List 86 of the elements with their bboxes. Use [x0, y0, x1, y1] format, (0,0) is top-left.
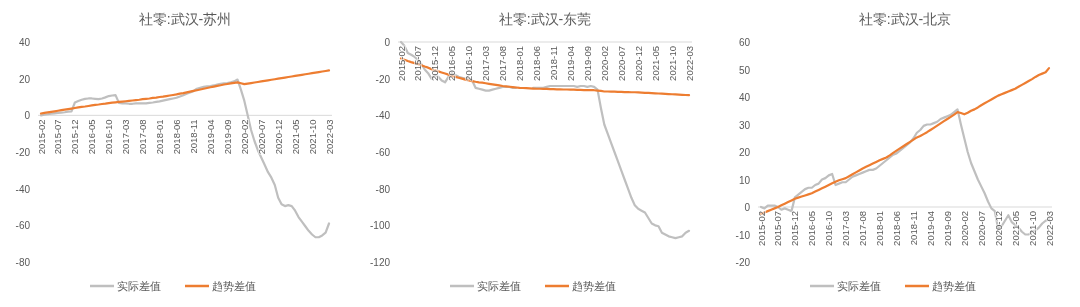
x-tick-label: 2018-11 — [907, 211, 919, 246]
y-tick-label: -10 — [735, 229, 751, 241]
y-tick-label: 60 — [738, 37, 751, 48]
x-tick-label: 2019-09 — [581, 46, 593, 81]
y-tick-label: -20 — [15, 147, 31, 158]
x-tick-label: 2020-07 — [975, 211, 987, 246]
y-tick-label: 50 — [738, 64, 751, 76]
chart-title: 社零:武汉-北京 — [858, 11, 952, 27]
legend-label: 趋势差值 — [932, 280, 976, 292]
legend-label: 趋势差值 — [212, 280, 256, 292]
x-tick-label: 2019-04 — [204, 119, 216, 155]
x-tick-label: 2020-12 — [992, 211, 1004, 246]
x-tick-label: 2015-12 — [429, 46, 441, 81]
legend-label: 实际差值 — [117, 280, 161, 292]
x-tick-label: 2021-10 — [1026, 211, 1038, 246]
y-tick-label: 30 — [738, 119, 751, 131]
y-tick-label: -60 — [15, 220, 31, 232]
y-tick-label: 40 — [18, 37, 31, 48]
y-tick-label: 0 — [24, 110, 31, 122]
x-tick-label: 2016-10 — [823, 211, 835, 246]
y-tick-label: 20 — [738, 147, 751, 158]
x-tick-label: 2020-02 — [958, 211, 970, 246]
y-tick-label: -40 — [375, 110, 391, 122]
x-tick-label: 2018-11 — [187, 119, 199, 154]
chart-title: 社零:武汉-东莞 — [498, 11, 592, 27]
x-tick-label: 2015-02 — [395, 46, 407, 81]
y-tick-label: 0 — [384, 37, 391, 48]
x-tick-label: 2016-05 — [806, 211, 818, 246]
y-tick-label: -40 — [15, 183, 31, 195]
x-tick-label: 2015-12 — [789, 211, 801, 246]
x-tick-label: 2021-10 — [666, 46, 678, 81]
y-tick-label: 40 — [738, 92, 751, 103]
x-tick-label: 2017-08 — [857, 211, 869, 246]
x-tick-label: 2018-11 — [547, 46, 559, 81]
x-tick-label: 2018-01 — [514, 46, 526, 81]
legend-label: 实际差值 — [477, 280, 521, 292]
x-tick-label: 2020-07 — [255, 119, 267, 155]
x-tick-label: 2019-04 — [564, 46, 576, 81]
y-tick-label: -20 — [735, 257, 751, 268]
x-tick-label: 2020-12 — [632, 46, 644, 81]
x-tick-label: 2016-10 — [103, 119, 115, 155]
x-tick-label: 2015-07 — [772, 211, 784, 246]
x-tick-label: 2018-01 — [874, 211, 886, 246]
x-tick-label: 2019-09 — [941, 211, 953, 246]
x-tick-label: 2017-03 — [120, 119, 132, 155]
x-tick-label: 2018-01 — [154, 119, 166, 155]
x-tick-label: 2022-03 — [683, 46, 695, 81]
y-tick-label: -120 — [369, 257, 391, 268]
x-tick-label: 2020-02 — [238, 119, 250, 155]
x-tick-label: 2019-04 — [924, 211, 936, 246]
x-tick-label: 2018-06 — [171, 119, 183, 155]
y-tick-label: -80 — [15, 257, 31, 268]
x-tick-label: 2015-12 — [69, 119, 81, 155]
x-tick-label: 2021-10 — [306, 119, 318, 155]
x-tick-label: 2017-08 — [497, 46, 509, 81]
x-tick-label: 2021-05 — [1009, 211, 1021, 246]
x-tick-label: 2020-12 — [272, 119, 284, 155]
x-tick-label: 2021-05 — [649, 46, 661, 81]
x-tick-label: 2018-06 — [891, 211, 903, 246]
x-tick-label: 2015-02 — [755, 211, 767, 246]
x-tick-label: 2016-05 — [86, 119, 98, 155]
x-tick-label: 2021-05 — [289, 119, 301, 155]
legend-label: 趋势差值 — [572, 280, 616, 292]
x-tick-label: 2020-07 — [615, 46, 627, 81]
x-tick-label: 2018-06 — [531, 46, 543, 81]
chart-title: 社零:武汉-苏州 — [138, 11, 232, 27]
x-tick-label: 2017-03 — [480, 46, 492, 81]
y-tick-label: -80 — [375, 183, 391, 195]
legend-label: 实际差值 — [837, 280, 881, 292]
x-tick-label: 2019-09 — [221, 119, 233, 155]
y-tick-label: -60 — [375, 147, 391, 158]
x-tick-label: 2016-10 — [463, 46, 475, 81]
x-tick-label: 2015-07 — [52, 119, 64, 155]
y-tick-label: -100 — [369, 220, 391, 232]
x-tick-label: 2017-08 — [137, 119, 149, 155]
x-tick-label: 2016-05 — [446, 46, 458, 81]
y-tick-label: 0 — [744, 202, 751, 213]
y-tick-label: 20 — [18, 73, 31, 85]
y-tick-label: 10 — [738, 174, 751, 186]
x-tick-label: 2022-03 — [323, 119, 335, 155]
x-tick-label: 2015-07 — [412, 46, 424, 81]
x-tick-label: 2017-03 — [840, 211, 852, 246]
y-tick-label: -20 — [375, 73, 391, 85]
x-tick-label: 2022-03 — [1043, 211, 1055, 246]
x-tick-label: 2015-02 — [35, 119, 47, 155]
x-tick-label: 2020-02 — [598, 46, 610, 81]
